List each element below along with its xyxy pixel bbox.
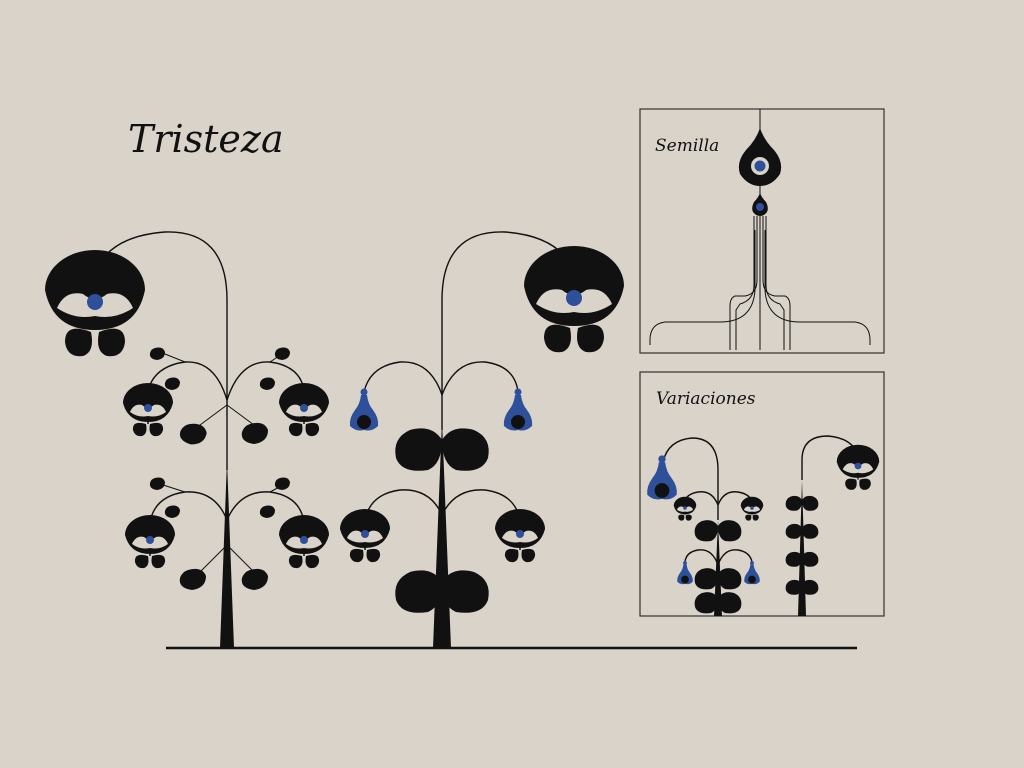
crescent-bloom-icon (278, 382, 330, 437)
leaf-icon (179, 568, 206, 590)
plant-middle (339, 231, 625, 648)
crescent-bloom-icon (836, 444, 880, 491)
seed-panel-title: Semilla (655, 136, 719, 156)
leaf-icon (149, 477, 165, 490)
variations-panel: Variaciones (639, 371, 885, 617)
leaf-icon (149, 347, 165, 360)
leaf-icon (274, 347, 290, 360)
leaf-icon (241, 422, 268, 444)
crescent-bloom-icon (740, 496, 764, 521)
crescent-bloom-icon (124, 514, 176, 569)
crescent-bloom-icon (523, 245, 625, 354)
page-title: Tristeza (128, 117, 284, 161)
blue-bud-icon (647, 455, 677, 500)
blue-bud-icon (677, 561, 693, 585)
crescent-bloom-icon (494, 508, 546, 563)
crescent-bloom-icon (673, 496, 697, 521)
crescent-bloom-icon (44, 249, 146, 358)
blue-bud-icon (744, 561, 760, 585)
leaf-icon (274, 477, 290, 490)
leaf-icon (178, 421, 208, 447)
variations-panel-title: Variaciones (656, 389, 756, 409)
variation-plant-a (647, 437, 764, 616)
blue-bud-icon (349, 388, 379, 431)
leaf-icon (259, 377, 275, 390)
leaf-icon (241, 568, 268, 590)
crescent-bloom-icon (122, 382, 174, 437)
crescent-bloom-icon (339, 508, 391, 563)
blue-bud-icon (503, 388, 533, 431)
seed-panel: Semilla (639, 108, 885, 354)
leaf-icon (259, 505, 275, 518)
leaf-icon (164, 505, 180, 518)
variation-plant-b (785, 435, 880, 616)
crescent-bloom-icon (278, 514, 330, 569)
leaf-icon (164, 377, 180, 390)
plant-left (44, 231, 330, 648)
